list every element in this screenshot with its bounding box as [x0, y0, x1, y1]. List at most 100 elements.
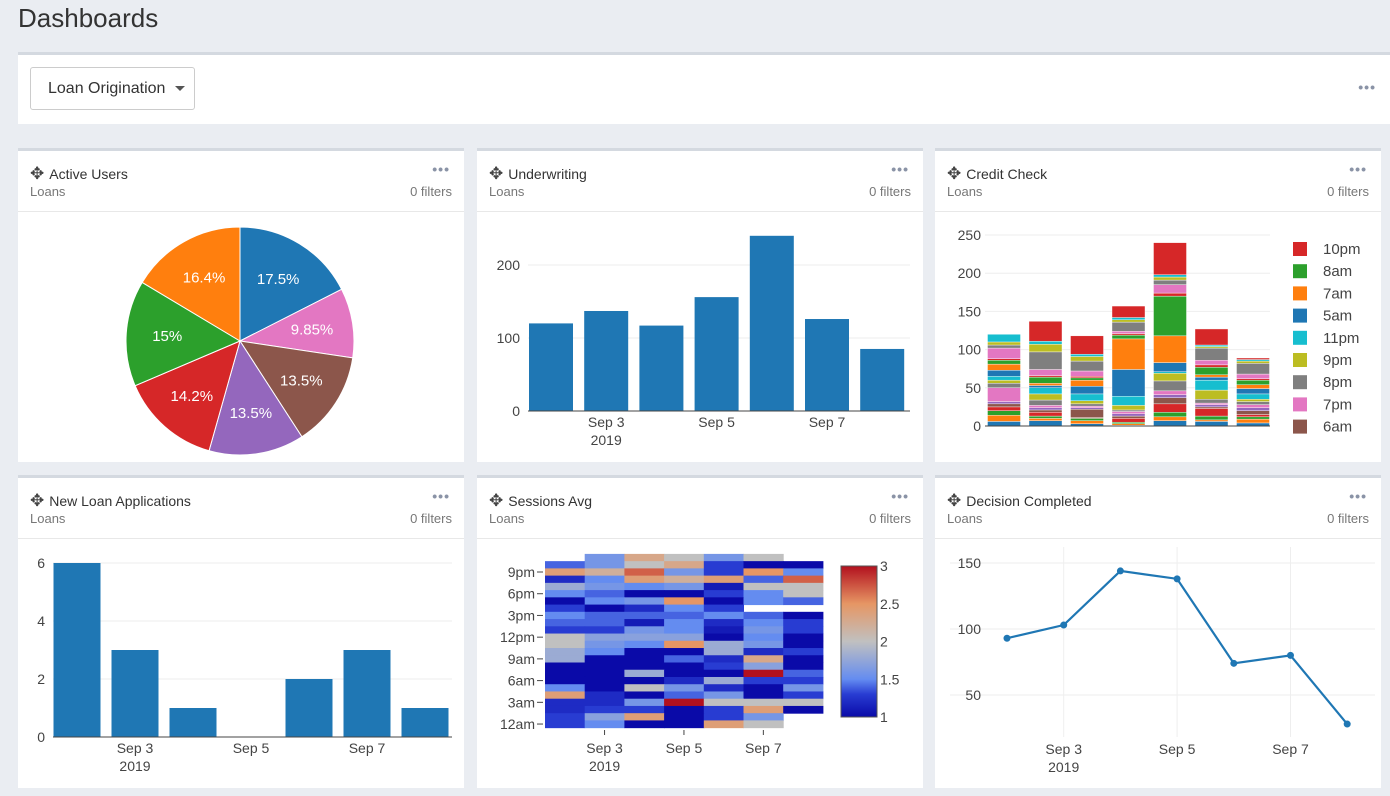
stacked-bar-segment — [987, 406, 1021, 411]
heatmap-cell — [743, 611, 784, 620]
line-point — [1230, 659, 1238, 667]
stacked-bar-segment — [1028, 385, 1063, 388]
bar — [694, 297, 739, 411]
more-options-icon[interactable]: ••• — [432, 161, 450, 177]
stacked-bar-segment — [1070, 386, 1104, 395]
bar — [285, 679, 333, 737]
more-options-icon[interactable]: ••• — [891, 488, 909, 504]
heatmap-cell — [743, 568, 784, 577]
card-credit-check: ✥ Credit Check ••• Loans 0 filters 0 50 100 1… — [935, 148, 1381, 462]
heatmap-cell — [624, 691, 665, 700]
chart-credit-check: 0 50 100 150 200 250 10pm 8am 7am 5am 11pm 9pm 8pm 7p… — [958, 227, 1361, 436]
more-options-icon[interactable]: ••• — [891, 161, 909, 177]
heatmap-cell — [703, 698, 744, 707]
more-options-icon[interactable]: ••• — [1349, 488, 1367, 504]
heatmap-cell — [545, 590, 586, 598]
stacked-bar-segment — [1194, 406, 1229, 409]
x-tick-label: Sep 3 — [117, 740, 154, 756]
heatmap-cell — [584, 611, 625, 620]
y-tick-label: 150 — [958, 555, 982, 571]
stacked-bar-segment — [1236, 410, 1270, 415]
stacked-bar-segment — [987, 376, 1021, 381]
stacked-bar-segment — [987, 341, 1021, 346]
stacked-bar-segment — [987, 344, 1021, 349]
stacked-bar-segment — [1028, 405, 1063, 408]
pie-slice-label: 16.4% — [183, 270, 226, 287]
move-icon[interactable]: ✥ — [30, 164, 45, 183]
stacked-bar-segment — [1070, 400, 1104, 405]
filters-count[interactable]: 0 filters — [410, 511, 452, 526]
move-icon[interactable]: ✥ — [947, 491, 962, 510]
stacked-bar-segment — [1028, 376, 1063, 384]
y-tick-label: 150 — [958, 303, 982, 319]
heatmap-cell — [703, 691, 744, 700]
heatmap-cell — [624, 676, 665, 685]
y-tick-label: 0 — [512, 403, 520, 419]
heatmap-cell — [584, 648, 625, 656]
filters-count[interactable]: 0 filters — [1327, 184, 1369, 199]
move-icon[interactable]: ✥ — [947, 164, 962, 183]
card-title: Decision Completed — [966, 493, 1092, 509]
chart-new-loan-applications: 0 2 4 6 Sep 3 Sep 5 Sep 7 2019 — [37, 555, 452, 774]
heatmap-cell — [624, 553, 665, 562]
card-underwriting: ✥ Underwriting ••• Loans 0 filters 0 100 200… — [477, 148, 923, 462]
filters-count[interactable]: 0 filters — [410, 184, 452, 199]
x-tick-label: Sep 5 — [698, 414, 735, 430]
y-tick-label: 9am — [508, 651, 535, 667]
heatmap-cell — [545, 684, 586, 692]
heatmap-cell — [783, 676, 824, 685]
heatmap-cell — [664, 684, 705, 692]
more-options-icon[interactable]: ••• — [1358, 79, 1376, 95]
heatmap-cell — [703, 684, 744, 692]
move-icon[interactable]: ✥ — [30, 491, 45, 510]
pie-slice-label: 17.5% — [257, 271, 300, 288]
stacked-bar-segment — [1028, 399, 1063, 406]
card-title-row: ✥ Credit Check — [947, 164, 1047, 184]
stacked-bar-segment — [1194, 399, 1229, 404]
x-tick-label: Sep 5 — [233, 740, 270, 756]
stacked-bar-segment — [1070, 335, 1104, 355]
x-tick-year: 2019 — [119, 758, 150, 774]
stacked-bar-segment — [1153, 416, 1187, 421]
heatmap-cell — [664, 619, 705, 627]
stacked-bar-segment — [1194, 346, 1229, 349]
heatmap-cell — [584, 698, 625, 707]
stacked-bar-segment — [1028, 344, 1063, 353]
more-options-icon[interactable]: ••• — [432, 488, 450, 504]
heatmap-cell — [783, 705, 824, 714]
heatmap-cell — [703, 561, 744, 569]
filters-count[interactable]: 0 filters — [869, 184, 911, 199]
heatmap-cell — [743, 698, 784, 707]
y-tick-label: 250 — [958, 227, 982, 243]
stacked-bar-segment — [1028, 383, 1063, 386]
move-icon[interactable]: ✥ — [489, 164, 504, 183]
stacked-bar-segment — [1236, 360, 1270, 364]
heatmap-cell — [703, 640, 744, 649]
card-sessions-avg: ✥ Sessions Avg ••• Loans 0 filters 9pm 6pm 3… — [477, 475, 923, 788]
legend-swatch — [1293, 353, 1307, 367]
dashboard-toolbar: Loan Origination ••• — [18, 52, 1390, 124]
move-icon[interactable]: ✥ — [489, 491, 504, 510]
legend-swatch — [1293, 264, 1307, 279]
heatmap-cell — [703, 611, 744, 620]
bar — [584, 310, 629, 411]
stacked-bar-segment — [1028, 412, 1063, 417]
filters-count[interactable]: 0 filters — [1327, 511, 1369, 526]
stacked-bar-segment — [1153, 292, 1187, 297]
heatmap-cell — [783, 648, 824, 656]
caret-down-icon — [175, 86, 186, 91]
heatmap-cell — [703, 648, 744, 656]
stacked-bar-segment — [1070, 377, 1104, 381]
heatmap-cell — [664, 691, 705, 700]
heatmap-cell — [783, 655, 824, 663]
heatmap-cell — [584, 561, 625, 569]
y-tick-label: 2 — [37, 671, 45, 687]
card-subtitle: Loans — [489, 511, 525, 526]
heatmap-cell — [664, 640, 705, 649]
stacked-bar-segment — [987, 358, 1021, 361]
dashboard-select[interactable]: Loan Origination — [30, 67, 195, 110]
more-options-icon[interactable]: ••• — [1349, 161, 1367, 177]
heatmap-cell — [703, 720, 744, 729]
stacked-bar-segment — [1194, 404, 1229, 408]
filters-count[interactable]: 0 filters — [869, 511, 911, 526]
